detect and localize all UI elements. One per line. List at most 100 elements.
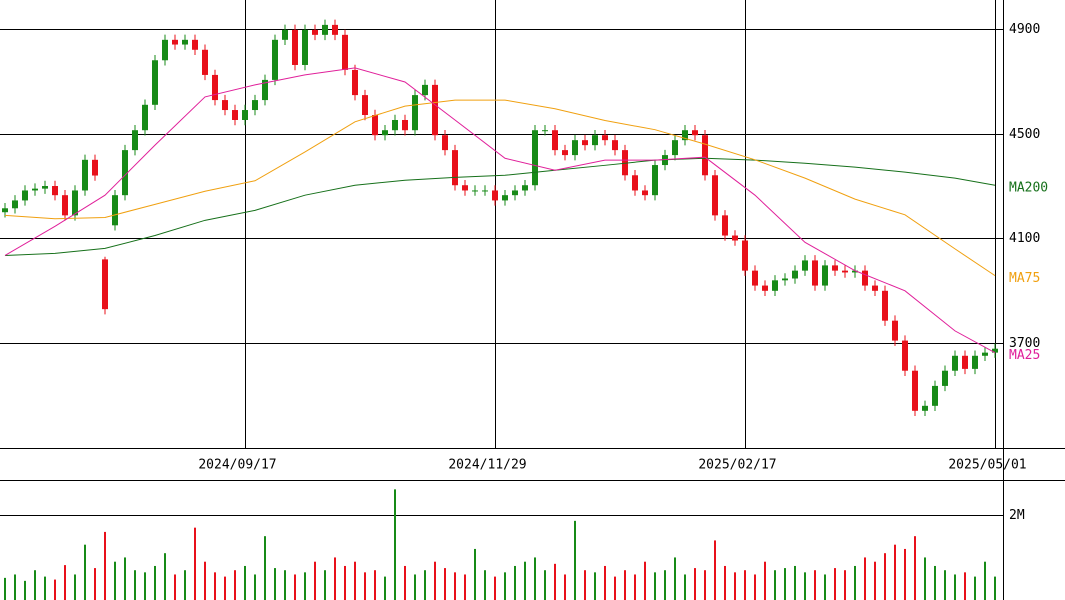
candle-body — [502, 195, 508, 201]
candle-body — [822, 265, 828, 286]
candle-body — [132, 130, 138, 151]
candle-body — [222, 100, 228, 111]
candle-body — [202, 49, 208, 75]
candle-body — [882, 290, 888, 321]
volume-bar — [344, 565, 346, 600]
volume-bar — [524, 561, 526, 600]
volume-bar — [194, 527, 196, 600]
volume-bar — [614, 576, 616, 600]
volume-bar — [364, 572, 366, 600]
candle-body — [82, 159, 88, 191]
candle-body — [552, 130, 558, 151]
volume-bar — [694, 568, 696, 600]
volume-bar — [374, 570, 376, 600]
candle-body — [532, 130, 538, 186]
legend-label: MA75 — [1009, 271, 1040, 286]
legend-label: MA200 — [1009, 181, 1048, 196]
volume-bar — [764, 561, 766, 600]
x-tick-label: 2024/09/17 — [198, 458, 276, 473]
candle-body — [832, 265, 838, 271]
candle-body — [372, 115, 378, 136]
candle-body — [602, 135, 608, 141]
volume-bar — [214, 572, 216, 600]
volume-bar — [954, 574, 956, 600]
volume-bar — [634, 574, 636, 600]
candle-body — [72, 190, 78, 216]
candle-body — [422, 84, 428, 96]
volume-bar — [84, 544, 86, 600]
candle-body — [732, 235, 738, 241]
candle-body — [282, 29, 288, 40]
candle-body — [442, 135, 448, 151]
volume-bar — [734, 572, 736, 600]
candle-body — [32, 188, 38, 191]
volume-bar — [144, 572, 146, 600]
volume-bar — [794, 565, 796, 600]
candle-body — [562, 150, 568, 156]
candle-body — [352, 69, 358, 96]
ma-line — [4, 157, 996, 256]
candle-body — [642, 190, 648, 196]
volume-bar — [114, 561, 116, 600]
candle-body — [682, 130, 688, 141]
volume-bar — [534, 557, 536, 600]
volume-bar — [704, 570, 706, 600]
volume-bar — [754, 574, 756, 600]
volume-bar — [674, 557, 676, 600]
candle-body — [192, 39, 198, 50]
volume-bar — [354, 561, 356, 600]
volume-bar — [304, 572, 306, 600]
candle-body — [22, 190, 28, 201]
volume-bar — [154, 565, 156, 600]
x-tick-label: 2025/02/17 — [698, 458, 776, 473]
candle-body — [152, 60, 158, 105]
volume-bar — [174, 574, 176, 600]
volume-bar — [334, 557, 336, 600]
candle-body — [912, 370, 918, 411]
y-tick-label: 2M — [1009, 508, 1025, 523]
volume-bar — [424, 570, 426, 600]
candle-body — [572, 140, 578, 156]
volume-bar — [904, 548, 906, 600]
candle-body — [322, 24, 328, 35]
volume-bar — [824, 574, 826, 600]
volume-bar — [404, 565, 406, 600]
candle-body — [862, 270, 868, 286]
volume-bar — [884, 553, 886, 600]
volume-bar — [604, 565, 606, 600]
volume-bar — [4, 577, 6, 600]
volume-bar — [744, 570, 746, 600]
volume-bar — [924, 557, 926, 600]
candle-body — [452, 150, 458, 186]
volume-bar — [54, 579, 56, 600]
volume-bar — [464, 574, 466, 600]
candle-body — [812, 260, 818, 286]
volume-bar — [124, 557, 126, 600]
candle-body — [102, 259, 108, 310]
candle-body — [52, 186, 58, 196]
volume-bar — [434, 561, 436, 600]
volume-bar — [24, 580, 26, 600]
candle-body — [592, 135, 598, 146]
candle-body — [62, 195, 68, 216]
volume-bar — [324, 570, 326, 600]
volume-bar — [584, 570, 586, 600]
candle-body — [952, 355, 958, 371]
volume-bar — [544, 570, 546, 600]
candle-body — [472, 190, 478, 192]
candle-body — [902, 340, 908, 371]
volume-bar — [454, 572, 456, 600]
candle-body — [672, 140, 678, 156]
volume-bar — [14, 574, 16, 600]
volume-bar — [384, 576, 386, 600]
candle-body — [402, 119, 408, 131]
candle-body — [2, 208, 8, 213]
candle-body — [842, 270, 848, 273]
volume-bar — [484, 570, 486, 600]
candle-body — [392, 119, 398, 131]
x-tick-label: 2024/11/29 — [448, 458, 526, 473]
volume-bar — [874, 561, 876, 600]
volume-bar — [44, 576, 46, 600]
candle-body — [272, 39, 278, 80]
